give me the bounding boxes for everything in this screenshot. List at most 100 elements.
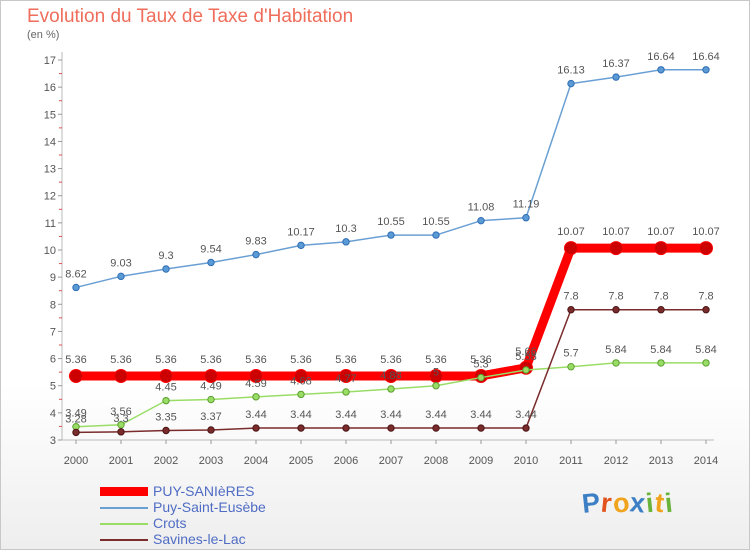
data-label: 5.36 bbox=[65, 354, 86, 366]
data-label: 5.36 bbox=[425, 354, 446, 366]
data-label: 3.44 bbox=[380, 409, 401, 421]
x-tick-label: 2004 bbox=[244, 455, 268, 467]
data-point bbox=[432, 231, 440, 239]
data-point bbox=[117, 428, 125, 436]
data-point bbox=[207, 395, 215, 404]
data-label: 16.13 bbox=[557, 65, 585, 77]
chart-subtitle: (en %) bbox=[27, 29, 60, 41]
data-label: 8.62 bbox=[65, 268, 86, 280]
x-tick-label: 2002 bbox=[154, 455, 178, 467]
data-point bbox=[294, 368, 308, 383]
data-label: 3.35 bbox=[155, 412, 176, 424]
data-point bbox=[612, 359, 620, 367]
x-tick-label: 2000 bbox=[64, 455, 88, 467]
data-label: 3.44 bbox=[245, 409, 266, 421]
data-label: 10.07 bbox=[692, 226, 720, 238]
data-label: 9.03 bbox=[110, 257, 131, 269]
legend-label: Crots bbox=[153, 515, 187, 531]
data-point bbox=[342, 238, 350, 246]
data-point bbox=[387, 385, 395, 393]
data-point bbox=[432, 424, 440, 432]
data-point bbox=[522, 214, 530, 222]
y-tick-label: 3 bbox=[50, 435, 56, 447]
data-label: 5.66 bbox=[515, 346, 536, 358]
x-tick-label: 2013 bbox=[649, 455, 673, 467]
data-label: 16.37 bbox=[602, 58, 630, 70]
data-point bbox=[297, 390, 305, 399]
data-label: 10.55 bbox=[377, 216, 405, 228]
data-point bbox=[702, 66, 710, 74]
y-tick-label: 10 bbox=[44, 245, 56, 257]
data-label: 5.36 bbox=[380, 354, 401, 366]
data-point bbox=[342, 388, 350, 396]
chart-title: Evolution du Taux de Taxe d'Habitation bbox=[27, 6, 354, 27]
data-label: 3.28 bbox=[65, 413, 86, 425]
x-tick-label: 2005 bbox=[289, 455, 313, 467]
data-point bbox=[567, 363, 575, 371]
data-label: 3.44 bbox=[470, 409, 491, 421]
data-point bbox=[654, 241, 668, 256]
data-point bbox=[657, 306, 665, 314]
legend-swatch bbox=[100, 523, 148, 525]
data-point bbox=[702, 359, 710, 367]
data-label: 9.83 bbox=[245, 236, 266, 248]
data-point bbox=[249, 368, 263, 383]
y-tick-label: 11 bbox=[45, 218, 56, 230]
data-point bbox=[297, 424, 305, 432]
data-label: 5.84 bbox=[650, 344, 671, 356]
data-point bbox=[252, 250, 260, 259]
data-label: 5.84 bbox=[695, 344, 716, 356]
data-point bbox=[162, 426, 170, 435]
data-label: 4.49 bbox=[200, 381, 221, 393]
data-label: 5.36 bbox=[290, 354, 311, 366]
data-label: 16.64 bbox=[647, 51, 675, 63]
data-label: 3.49 bbox=[65, 408, 86, 420]
data-point bbox=[252, 424, 260, 432]
data-label: 3.44 bbox=[335, 409, 356, 421]
data-point bbox=[612, 306, 620, 314]
data-label: 10.07 bbox=[602, 226, 630, 238]
x-tick-label: 2012 bbox=[604, 455, 628, 467]
data-label: 3.44 bbox=[515, 409, 536, 421]
data-point bbox=[162, 396, 170, 405]
data-point bbox=[72, 283, 80, 292]
data-point bbox=[204, 368, 218, 383]
data-label: 11.08 bbox=[468, 202, 495, 214]
data-label: 5.7 bbox=[563, 348, 578, 360]
proxiti-logo[interactable]: Proxiti bbox=[580, 487, 674, 519]
data-point bbox=[117, 421, 125, 429]
data-point bbox=[384, 368, 398, 383]
data-point bbox=[522, 424, 530, 432]
data-label: 4.68 bbox=[290, 375, 311, 387]
data-label: 5.36 bbox=[110, 354, 131, 366]
x-tick-label: 2006 bbox=[334, 455, 358, 467]
data-point bbox=[207, 258, 215, 267]
data-point bbox=[114, 368, 128, 383]
data-label: 5.84 bbox=[605, 344, 626, 356]
legend-label: Puy-Saint-Eusèbe bbox=[153, 499, 266, 515]
data-point bbox=[522, 366, 530, 374]
data-label: 9.54 bbox=[200, 243, 221, 255]
data-label: 7.8 bbox=[653, 291, 668, 303]
data-label: 10.3 bbox=[335, 223, 356, 235]
data-point bbox=[567, 79, 575, 88]
data-label: 4.59 bbox=[245, 378, 266, 390]
x-tick-label: 2010 bbox=[514, 455, 538, 467]
data-point bbox=[339, 368, 353, 383]
data-label: 3.56 bbox=[110, 406, 131, 418]
data-point bbox=[432, 382, 440, 390]
data-label: 10.17 bbox=[287, 226, 315, 238]
legend-swatch bbox=[100, 539, 148, 541]
data-label: 10.07 bbox=[557, 226, 585, 238]
data-label: 3.3 bbox=[113, 413, 128, 425]
data-point bbox=[564, 241, 578, 256]
data-label: 3.44 bbox=[290, 409, 311, 421]
data-label: 5.36 bbox=[470, 354, 491, 366]
data-point bbox=[657, 66, 665, 74]
data-point bbox=[387, 231, 395, 239]
legend-label: PUY-SANIèRES bbox=[153, 483, 255, 499]
data-point bbox=[297, 241, 305, 250]
data-point bbox=[69, 368, 83, 383]
y-tick-label: 16 bbox=[44, 82, 56, 94]
